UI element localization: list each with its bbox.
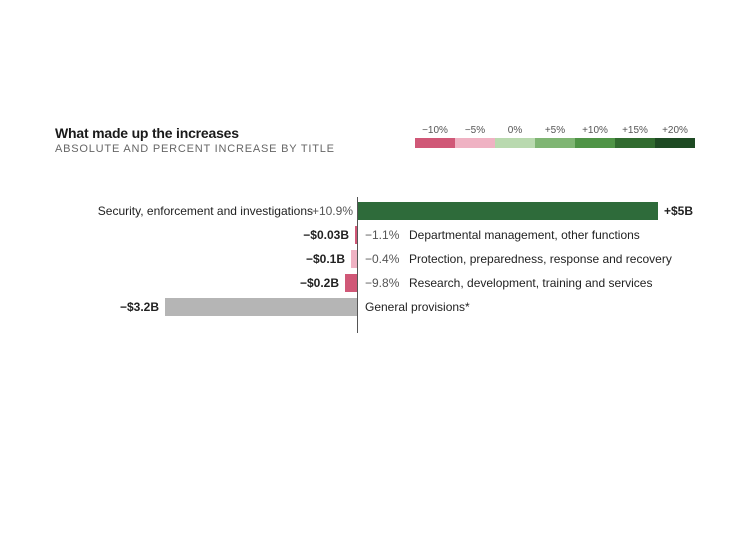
percent-label: −0.4% — [365, 252, 399, 266]
category-label: Departmental management, other functions — [409, 228, 640, 242]
legend-swatch — [495, 138, 535, 148]
value-label: −$0.03B — [303, 228, 349, 242]
legend-tick: +15% — [615, 125, 655, 136]
legend-tick: 0% — [495, 125, 535, 136]
legend-swatch — [615, 138, 655, 148]
value-label: +$5B — [664, 204, 693, 218]
category-label: Protection, preparedness, response and r… — [409, 252, 672, 266]
bar-row: −$0.2B −9.8% Research, development, traini… — [55, 273, 695, 293]
legend-tick: +5% — [535, 125, 575, 136]
bar — [345, 274, 357, 292]
category-label: Security, enforcement and investigations — [98, 204, 313, 218]
legend-swatch — [455, 138, 495, 148]
bar-row: −$0.03B −1.1% Departmental management, oth… — [55, 225, 695, 245]
percent-label: +10.9% — [312, 204, 353, 218]
value-label: −$0.1B — [306, 252, 345, 266]
percent-label: −1.1% — [365, 228, 399, 242]
percent-label: −9.8% — [365, 276, 399, 290]
legend-swatch — [415, 138, 455, 148]
chart-subtitle: ABSOLUTE AND PERCENT INCREASE BY TITLE — [55, 143, 335, 155]
category-label: General provisions* — [365, 300, 470, 314]
bar — [358, 202, 658, 220]
bar-row: −$0.1B −0.4% Protection, preparedness, res… — [55, 249, 695, 269]
bar-row: −$3.2B General provisions* — [55, 297, 695, 317]
bar-row: Security, enforcement and investigations… — [55, 201, 695, 221]
legend-bar — [415, 138, 695, 148]
legend-swatch — [655, 138, 695, 148]
bar — [165, 298, 357, 316]
legend-tick: +20% — [655, 125, 695, 136]
chart-title: What made up the increases — [55, 125, 335, 141]
legend-swatch — [575, 138, 615, 148]
legend-swatch — [535, 138, 575, 148]
value-label: −$3.2B — [120, 300, 159, 314]
header: What made up the increases ABSOLUTE AND … — [55, 125, 695, 155]
titles-block: What made up the increases ABSOLUTE AND … — [55, 125, 335, 155]
legend-tick: −10% — [415, 125, 455, 136]
legend-labels: −10%−5%0%+5%+10%+15%+20% — [415, 125, 695, 136]
legend-tick: +10% — [575, 125, 615, 136]
color-legend: −10%−5%0%+5%+10%+15%+20% — [415, 125, 695, 148]
bar — [355, 226, 357, 244]
legend-tick: −5% — [455, 125, 495, 136]
bar — [351, 250, 357, 268]
category-label: Research, development, training and serv… — [409, 276, 652, 290]
value-label: −$0.2B — [300, 276, 339, 290]
diverging-bar-chart: Security, enforcement and investigations… — [55, 201, 695, 329]
